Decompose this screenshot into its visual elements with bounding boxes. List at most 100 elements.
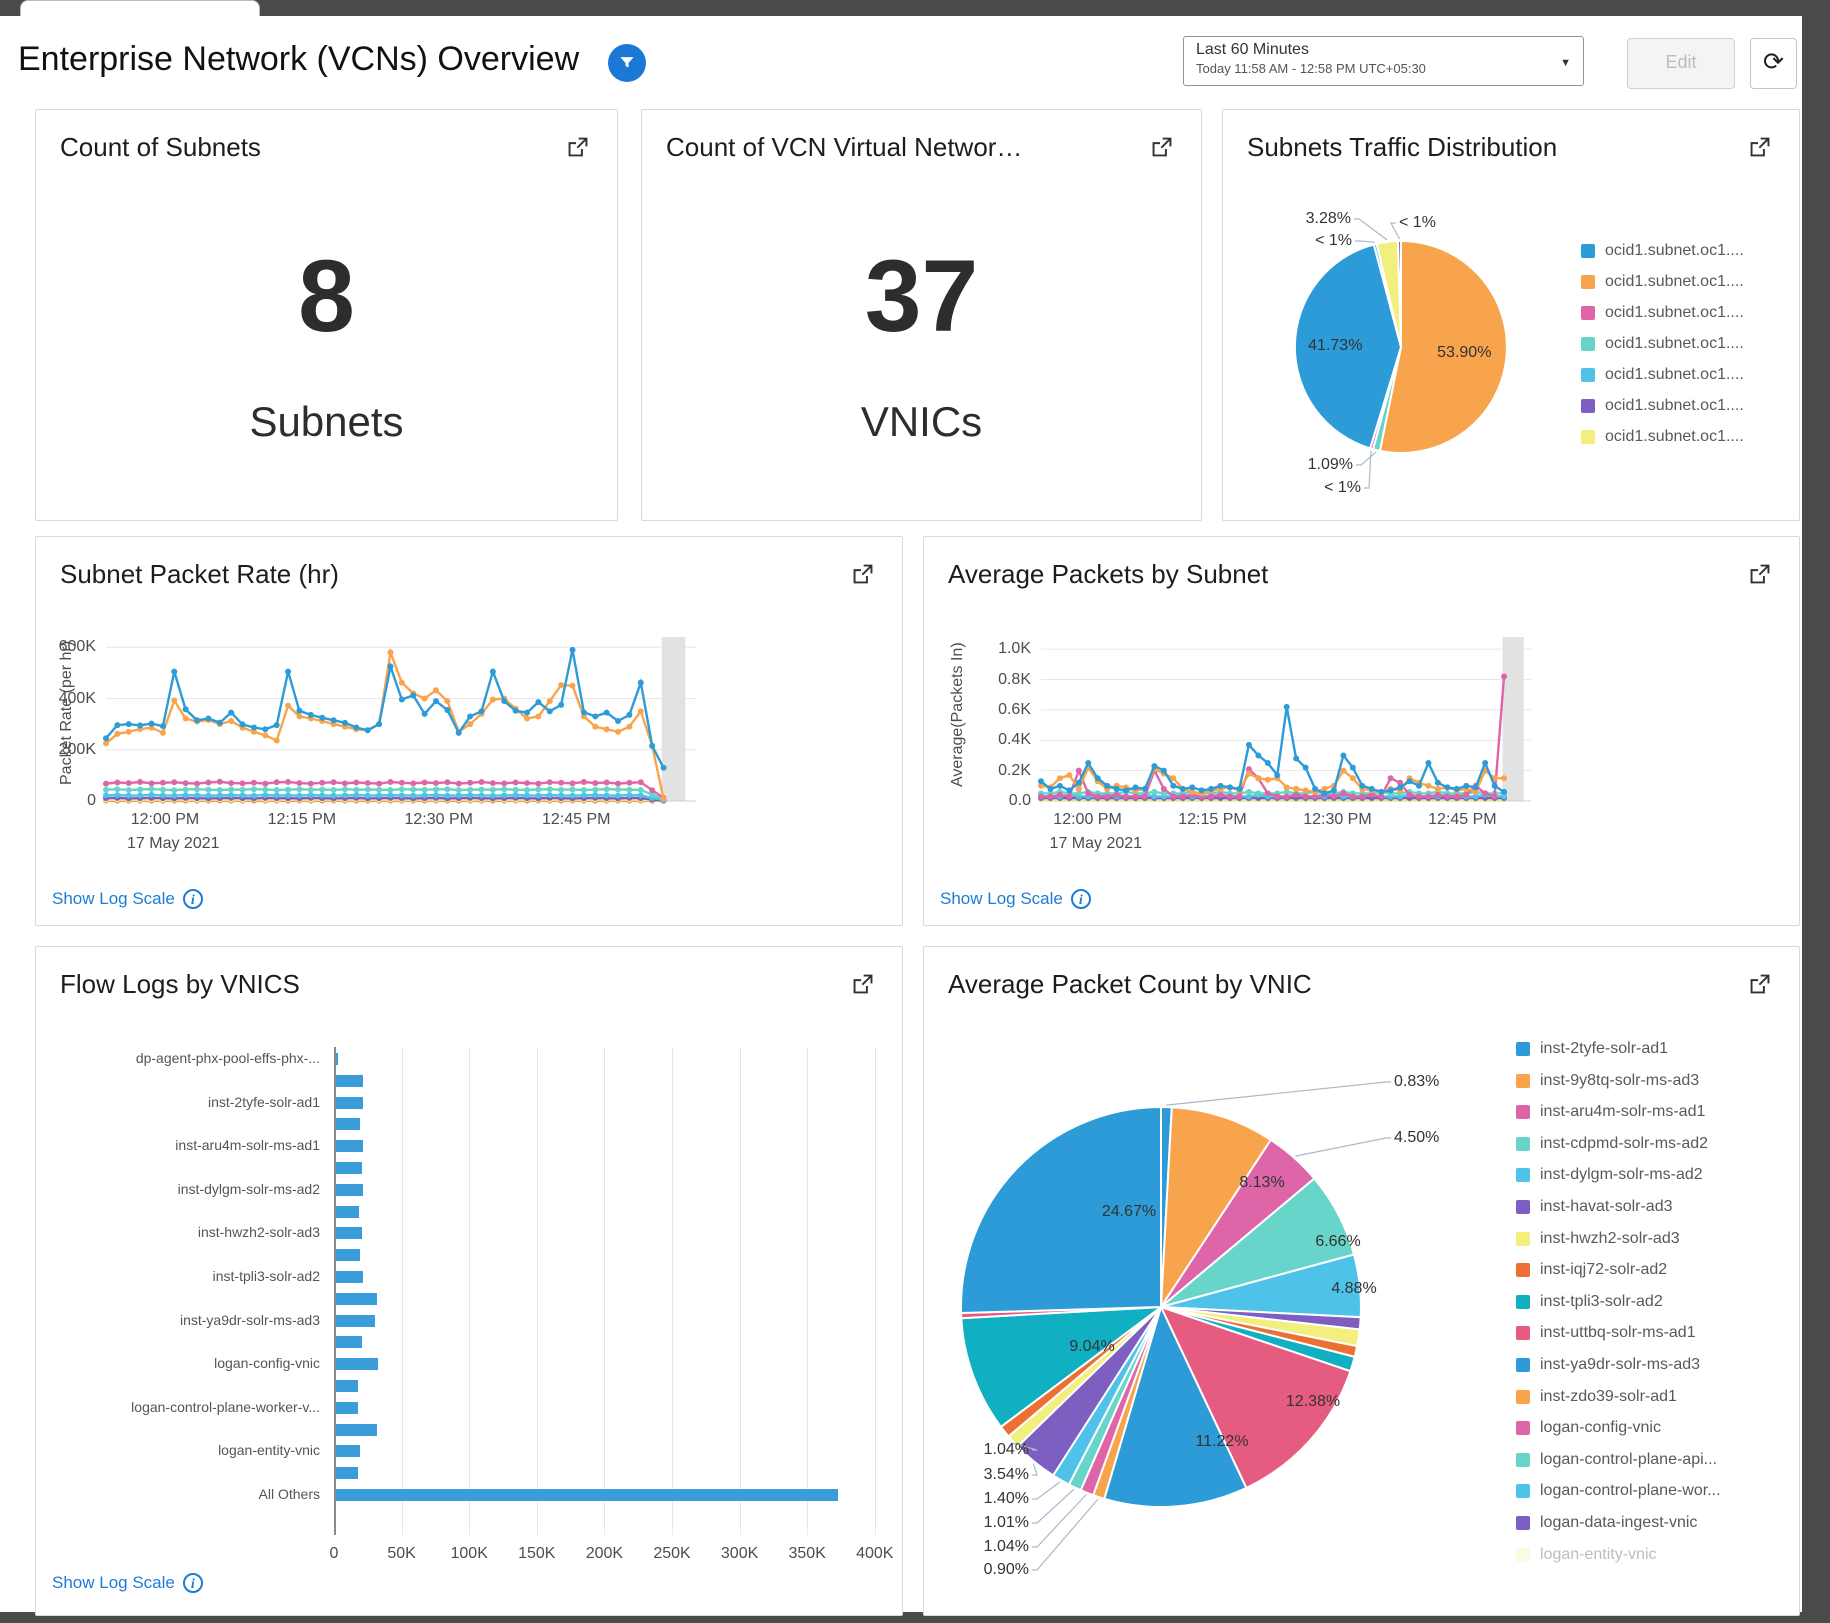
show-log-scale-link[interactable]: Show Log Scale i (52, 1573, 203, 1593)
legend-item[interactable]: ocid1.subnet.oc1.... (1581, 242, 1744, 260)
data-point (1264, 760, 1271, 767)
bar[interactable] (336, 1292, 377, 1305)
legend-item[interactable]: logan-data-ingest-vnic (1516, 1514, 1697, 1532)
legend-item[interactable]: logan-control-plane-api... (1516, 1451, 1717, 1469)
legend-item[interactable]: ocid1.subnet.oc1.... (1581, 304, 1744, 322)
bar[interactable] (336, 1445, 361, 1458)
pie-slice[interactable] (1396, 239, 1402, 348)
data-point (489, 786, 496, 793)
pie-slice[interactable] (1378, 239, 1508, 454)
bar[interactable] (336, 1074, 364, 1087)
pie-slice[interactable] (1159, 1106, 1273, 1311)
bar[interactable] (336, 1118, 361, 1131)
bar[interactable] (336, 1401, 358, 1414)
legend-item[interactable]: logan-entity-vnic (1516, 1546, 1657, 1564)
legend-item[interactable]: logan-control-plane-wor... (1516, 1482, 1721, 1500)
flow-logs-bar-chart[interactable]: 0 50K 100K 150K 200K 250K 300K 350K 400K dp-agent… (36, 947, 902, 1615)
bar[interactable] (336, 1227, 362, 1240)
legend-item[interactable]: inst-iqj72-solr-ad2 (1516, 1261, 1667, 1279)
legend-item[interactable]: inst-aru4m-solr-ms-ad1 (1516, 1103, 1705, 1121)
bar[interactable] (336, 1053, 339, 1065)
bar[interactable] (336, 1140, 364, 1153)
data-point (410, 792, 417, 799)
bar[interactable] (336, 1467, 358, 1480)
info-icon[interactable]: i (182, 1573, 203, 1593)
open-in-new-icon[interactable] (1747, 971, 1773, 997)
data-point (250, 792, 257, 799)
data-point (353, 724, 360, 731)
pie-slice[interactable] (960, 1105, 1162, 1315)
show-log-scale-link[interactable]: Show Log Scale i (940, 889, 1091, 909)
bar[interactable] (336, 1336, 362, 1349)
data-point (239, 721, 246, 728)
packet-rate-line-chart[interactable]: 600K 400K 200K 0 12:00 PM 17 May 2021 12:15 PM… (59, 637, 696, 852)
bar[interactable] (336, 1249, 361, 1262)
data-point (421, 779, 428, 786)
legend-item[interactable]: inst-dylgm-solr-ms-ad2 (1516, 1166, 1703, 1184)
legend-item[interactable]: inst-2tyfe-solr-ad1 (1516, 1040, 1668, 1058)
browser-tab[interactable] (20, 0, 260, 17)
info-icon[interactable]: i (182, 889, 203, 909)
data-point (296, 792, 303, 799)
legend-item[interactable]: logan-config-vnic (1516, 1419, 1661, 1437)
filter-button[interactable] (608, 44, 646, 82)
pie-slice[interactable] (1159, 1305, 1352, 1490)
data-point (501, 786, 508, 793)
data-point (580, 792, 587, 799)
data-point (194, 780, 201, 787)
legend-swatch (1516, 1389, 1530, 1404)
data-point (376, 792, 383, 799)
subnets-traffic-pie-chart[interactable]: 53.90% 41.73% 3.28% < 1% < 1% 1.09% < 1% (1223, 110, 1799, 520)
bar[interactable] (336, 1096, 364, 1109)
legend-item[interactable]: ocid1.subnet.oc1.... (1581, 366, 1744, 384)
legend-item[interactable]: ocid1.subnet.oc1.... (1581, 335, 1744, 353)
data-point (1463, 782, 1470, 789)
line-plot (103, 637, 696, 804)
open-in-new-icon[interactable] (1747, 561, 1773, 587)
bar[interactable] (336, 1205, 359, 1218)
bar[interactable] (336, 1162, 362, 1174)
info-icon[interactable]: i (1070, 889, 1091, 909)
bar[interactable] (336, 1183, 364, 1196)
avg-packets-line-chart[interactable]: 1.0K 0.8K 0.6K 0.4K 0.2K 0.0 12:00 PM 17 May 20… (998, 637, 1531, 852)
open-in-new-icon[interactable] (850, 971, 876, 997)
open-in-new-icon[interactable] (1149, 134, 1175, 160)
data-point (512, 792, 519, 799)
bar[interactable] (336, 1271, 364, 1283)
data-point (296, 786, 303, 793)
legend-item[interactable]: ocid1.subnet.oc1.... (1581, 273, 1744, 291)
open-in-new-icon[interactable] (1747, 134, 1773, 160)
legend-item[interactable]: inst-hwzh2-solr-ad3 (1516, 1230, 1680, 1248)
open-in-new-icon[interactable] (565, 134, 591, 160)
open-in-new-icon[interactable] (850, 561, 876, 587)
pie-slice[interactable] (1293, 243, 1403, 450)
data-point (1255, 775, 1262, 782)
data-point (387, 779, 394, 786)
legend-item[interactable]: inst-ya9dr-solr-ms-ad3 (1516, 1356, 1700, 1374)
legend-item[interactable]: inst-havat-solr-ad3 (1516, 1198, 1673, 1216)
edit-button[interactable]: Edit (1627, 38, 1735, 89)
legend-item[interactable]: ocid1.subnet.oc1.... (1581, 397, 1744, 415)
refresh-button[interactable]: ⟳ (1750, 38, 1797, 89)
bar-category-label: inst-ya9dr-solr-ms-ad3 (179, 1311, 320, 1328)
bar[interactable] (336, 1314, 376, 1327)
data-point (1038, 793, 1044, 800)
pie-slice[interactable] (960, 1305, 1165, 1429)
pie-plot (960, 1081, 1391, 1571)
vnic-packet-count-pie-chart[interactable]: 24.67% 8.13% 6.66% 4.88% 12.38% 11.22% 9.04% 0.… (924, 947, 1799, 1615)
show-log-scale-link[interactable]: Show Log Scale i (52, 889, 203, 909)
legend-item[interactable]: inst-9y8tq-solr-ms-ad3 (1516, 1072, 1699, 1090)
bar[interactable] (336, 1358, 378, 1371)
legend-item[interactable]: inst-zdo39-solr-ad1 (1516, 1388, 1677, 1406)
tile-title: Count of VCN Virtual Networ… (666, 132, 1023, 162)
bar[interactable] (336, 1380, 358, 1392)
legend-item[interactable]: inst-cdpmd-solr-ms-ad2 (1516, 1135, 1708, 1153)
time-range-select[interactable]: Last 60 Minutes Today 11:58 AM - 12:58 P… (1183, 36, 1584, 86)
legend-item[interactable]: inst-uttbq-solr-ms-ad1 (1516, 1324, 1696, 1342)
bar-category-label: inst-2tyfe-solr-ad1 (207, 1093, 320, 1110)
legend-item[interactable]: inst-tpli3-solr-ad2 (1516, 1293, 1663, 1311)
bar[interactable] (336, 1489, 838, 1501)
pie-slice[interactable] (1103, 1304, 1248, 1508)
bar[interactable] (336, 1423, 377, 1436)
legend-item[interactable]: ocid1.subnet.oc1.... (1581, 428, 1744, 446)
